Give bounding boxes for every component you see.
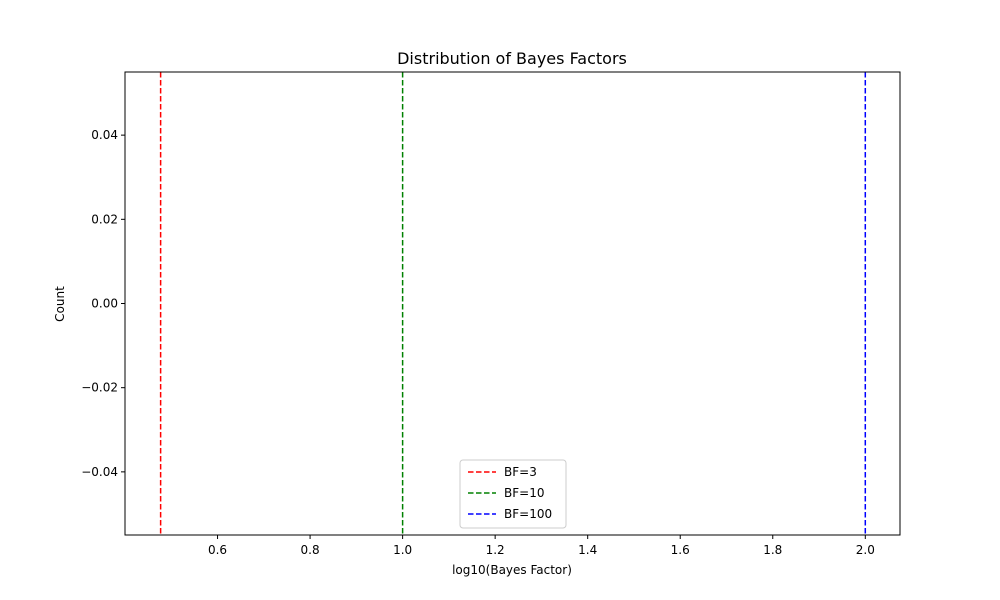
x-tick-label: 1.4 bbox=[578, 543, 597, 557]
plot-marks bbox=[159, 72, 867, 535]
x-tick-label: 1.0 bbox=[393, 543, 412, 557]
y-tick-label: −0.02 bbox=[81, 381, 118, 395]
y-tick-label: 0.04 bbox=[91, 128, 118, 142]
legend-label: BF=3 bbox=[504, 465, 537, 479]
x-tick-label: 0.6 bbox=[208, 543, 227, 557]
chart-title: Distribution of Bayes Factors bbox=[397, 49, 627, 68]
legend-frame bbox=[459, 459, 567, 529]
x-tick-label: 1.8 bbox=[763, 543, 782, 557]
x-tick-label: 0.8 bbox=[301, 543, 320, 557]
y-tick-label: 0.00 bbox=[91, 297, 118, 311]
x-axis-label: log10(Bayes Factor) bbox=[452, 563, 572, 577]
x-tick-label: 2.0 bbox=[856, 543, 875, 557]
y-tick-label: 0.02 bbox=[91, 212, 118, 226]
x-axis-ticks: 0.6 0.8 1.0 1.2 1.4 1.6 1.8 2.0 bbox=[208, 535, 875, 557]
legend: BF=3 BF=10 BF=100 bbox=[459, 459, 567, 529]
legend-label: BF=100 bbox=[504, 507, 552, 521]
x-tick-label: 1.2 bbox=[486, 543, 505, 557]
x-tick-label: 1.6 bbox=[671, 543, 690, 557]
y-axis-label: Count bbox=[53, 286, 67, 322]
legend-label: BF=10 bbox=[504, 486, 544, 500]
y-tick-label: −0.04 bbox=[81, 465, 118, 479]
y-axis-ticks: −0.04 −0.02 0.00 0.02 0.04 bbox=[81, 128, 125, 479]
